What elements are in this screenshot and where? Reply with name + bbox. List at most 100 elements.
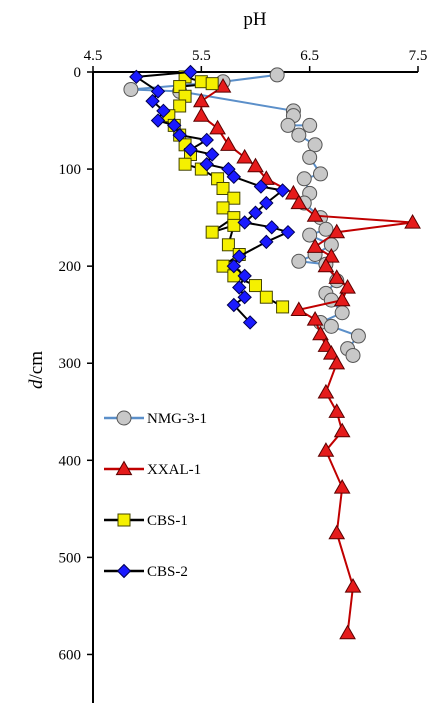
circle-marker: [280, 117, 296, 133]
diamond-marker: [183, 142, 198, 157]
circle-marker: [323, 318, 339, 334]
diamond-marker: [237, 290, 252, 305]
y-axis-title-unit: /cm: [26, 351, 47, 380]
square-marker: [178, 157, 192, 171]
diamond-marker: [253, 179, 269, 194]
circle-marker: [334, 305, 350, 321]
diamond-marker: [156, 103, 171, 119]
x-axis-title: pH: [243, 9, 267, 30]
y-tick-label: 300: [59, 356, 82, 372]
circle-marker: [116, 410, 132, 426]
diamond-marker: [183, 64, 198, 80]
triangle-marker: [333, 291, 351, 307]
diamond-marker: [248, 205, 263, 220]
triangle-marker: [306, 238, 324, 253]
x-tick-label: 4.5: [84, 48, 103, 64]
circle-marker: [269, 67, 285, 83]
triangle-marker: [247, 157, 264, 173]
diamond-marker: [237, 268, 252, 284]
circle-marker: [291, 127, 307, 143]
diamond-marker: [150, 84, 166, 99]
y-tick-label: 600: [59, 647, 82, 663]
circle-marker: [350, 328, 366, 344]
square-marker: [276, 300, 290, 314]
axes: 4.5 5.5 6.5 7.5 0 100 200 300 400 500 600: [59, 48, 428, 703]
diamond-marker: [232, 280, 247, 295]
circle-marker: [318, 221, 334, 237]
triangle-marker: [322, 247, 340, 263]
triangle-marker: [333, 478, 351, 494]
x-tick-label: 6.5: [300, 48, 319, 64]
triangle-marker: [344, 577, 362, 593]
x-tick-label: 5.5: [192, 48, 211, 64]
triangle-marker: [339, 279, 356, 294]
diamond-marker: [150, 113, 166, 128]
square-marker: [216, 181, 230, 195]
diamond-marker: [199, 132, 214, 148]
legend-label: CBS-2: [147, 564, 188, 580]
triangle-marker: [115, 460, 133, 476]
circle-marker: [302, 117, 318, 133]
diamond-marker: [264, 220, 279, 235]
square-marker: [117, 513, 131, 527]
diamond-marker: [129, 69, 144, 85]
triangle-marker: [328, 269, 346, 284]
triangle-marker: [306, 207, 324, 222]
triangle-marker: [220, 136, 237, 151]
square-marker: [205, 225, 219, 239]
triangle-marker: [339, 624, 356, 640]
square-marker: [227, 218, 241, 232]
triangle-marker: [317, 257, 335, 273]
square-marker: [249, 279, 262, 293]
square-marker: [259, 290, 273, 304]
legend-label: NMG-3-1: [147, 411, 207, 427]
diamond-marker: [172, 127, 187, 143]
diamond-marker: [226, 297, 242, 313]
diamond-marker: [226, 169, 242, 185]
triangle-marker: [214, 78, 232, 93]
y-tick-label: 500: [59, 550, 82, 566]
legend-label: CBS-1: [147, 513, 188, 529]
triangle-marker: [312, 325, 329, 341]
circle-marker: [345, 347, 361, 363]
square-marker: [221, 238, 235, 252]
square-marker: [227, 191, 241, 205]
circle-marker: [302, 149, 318, 165]
triangle-marker: [322, 345, 340, 360]
y-axis-title: d/cm: [26, 351, 47, 389]
triangle-marker: [306, 311, 324, 326]
circle-marker: [123, 81, 139, 97]
series-xxal-1: [192, 78, 421, 640]
triangle-marker: [328, 354, 346, 370]
circle-marker: [307, 137, 323, 153]
square-marker: [205, 77, 219, 91]
triangle-marker: [317, 383, 335, 399]
x-tick-label: 7.5: [409, 48, 428, 64]
triangle-marker: [404, 213, 421, 229]
diamond-marker: [242, 315, 258, 330]
triangle-marker: [209, 119, 226, 135]
y-axis-title-variable: d: [26, 379, 47, 389]
diamond-marker: [145, 93, 160, 109]
diamond-marker: [199, 157, 214, 172]
diamond-marker: [167, 118, 182, 133]
square-marker: [216, 201, 230, 215]
square-marker: [194, 75, 208, 89]
triangle-marker: [333, 422, 351, 438]
triangle-marker: [236, 148, 254, 164]
y-tick-label: 200: [59, 259, 82, 275]
triangle-marker: [290, 194, 308, 210]
diamond-marker: [237, 215, 252, 230]
triangle-marker: [317, 442, 335, 457]
y-tick-label: 100: [59, 162, 82, 178]
triangle-marker: [285, 184, 302, 200]
diamond-marker: [232, 249, 247, 264]
diamond-marker: [259, 195, 274, 211]
triangle-marker: [192, 107, 210, 122]
triangle-marker: [192, 92, 210, 108]
circle-marker: [291, 253, 307, 269]
diamond-marker: [226, 258, 242, 274]
diamond-marker: [275, 183, 290, 198]
series-cbs-2: [129, 64, 296, 330]
